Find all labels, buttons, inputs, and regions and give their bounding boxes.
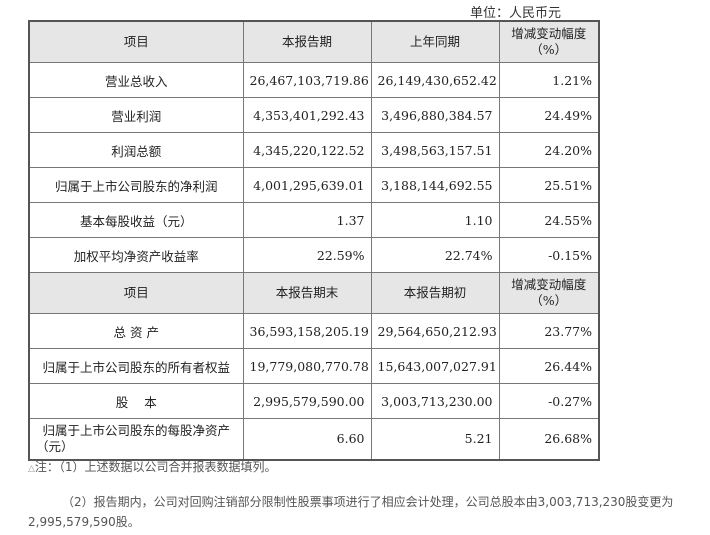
unit-label: 单位：人民币元	[470, 6, 562, 21]
table-row: 营业利润 4,353,401,292.43 3,496,880,384.57 2…	[28, 97, 600, 133]
table-row: 利润总额 4,345,220,122.52 3,498,563,157.51 2…	[28, 132, 600, 168]
header-change-line1: 增减变动幅度	[511, 277, 587, 292]
row-prior: 3,496,880,384.57	[370, 97, 500, 133]
header-item: 项目	[28, 272, 244, 314]
header-period-start: 本报告期初	[370, 272, 500, 314]
row-current: 4,001,295,639.01	[242, 167, 372, 203]
row-label-line1: 归属于上市公司股东的每股净资产	[42, 423, 230, 438]
row-prior: 3,498,563,157.51	[370, 132, 500, 168]
header-change: 增减变动幅度 （%）	[498, 272, 600, 314]
footnote-1-text: 注：（1）上述数据以公司合并报表数据填列。	[34, 460, 277, 474]
table-row: 归属于上市公司股东的所有者权益 19,779,080,770.78 15,643…	[28, 348, 600, 384]
table-row: 归属于上市公司股东的净利润 4,001,295,639.01 3,188,144…	[28, 167, 600, 203]
row-current: 19,779,080,770.78	[242, 348, 372, 384]
table-header-row: 项目 本报告期 上年同期 增减变动幅度 （%）	[28, 20, 600, 63]
row-current: 6.60	[242, 418, 372, 461]
row-prior: 29,564,650,212.93	[370, 313, 500, 349]
row-current: 1.37	[242, 202, 372, 238]
row-label: 股 本	[28, 383, 244, 419]
header-current-period: 本报告期	[242, 20, 372, 63]
footnote-1: △注：（1）上述数据以公司合并报表数据填列。	[28, 458, 277, 475]
triangle-icon: △	[28, 464, 35, 474]
table-row: 基本每股收益（元） 1.37 1.10 24.55%	[28, 202, 600, 238]
row-current: 4,353,401,292.43	[242, 97, 372, 133]
table-header-row: 项目 本报告期末 本报告期初 增减变动幅度 （%）	[28, 272, 600, 314]
header-item: 项目	[28, 20, 244, 63]
row-change: 24.55%	[498, 202, 600, 238]
row-current: 2,995,579,590.00	[242, 383, 372, 419]
footnote-2: （2）报告期内，公司对回购注销部分限制性股票事项进行了相应会计处理，公司总股本由…	[28, 495, 674, 529]
financial-table: 项目 本报告期 上年同期 增减变动幅度 （%） 营业总收入 26,467,103…	[28, 20, 600, 461]
row-change: -0.15%	[498, 237, 600, 273]
header-change-line2: （%）	[530, 42, 568, 57]
row-prior: 22.74%	[370, 237, 500, 273]
row-prior: 1.10	[370, 202, 500, 238]
row-prior: 3,188,144,692.55	[370, 167, 500, 203]
row-label: 总 资 产	[28, 313, 244, 349]
row-change: 1.21%	[498, 62, 600, 98]
row-label: 加权平均净资产收益率	[28, 237, 244, 273]
row-prior: 5.21	[370, 418, 500, 461]
row-label: 营业总收入	[28, 62, 244, 98]
header-prior-period: 上年同期	[370, 20, 500, 63]
row-label: 归属于上市公司股东的每股净资产 （元）	[28, 418, 244, 461]
table-row: 股 本 2,995,579,590.00 3,003,713,230.00 -0…	[28, 383, 600, 419]
row-prior: 26,149,430,652.42	[370, 62, 500, 98]
row-change: 26.68%	[498, 418, 600, 461]
row-label-line2: （元）	[36, 439, 74, 454]
table-row: 营业总收入 26,467,103,719.86 26,149,430,652.4…	[28, 62, 600, 98]
row-current: 26,467,103,719.86	[242, 62, 372, 98]
row-current: 22.59%	[242, 237, 372, 273]
row-change: 26.44%	[498, 348, 600, 384]
table-row: 归属于上市公司股东的每股净资产 （元） 6.60 5.21 26.68%	[28, 418, 600, 461]
row-change: -0.27%	[498, 383, 600, 419]
row-change: 23.77%	[498, 313, 600, 349]
row-current: 4,345,220,122.52	[242, 132, 372, 168]
row-change: 24.20%	[498, 132, 600, 168]
row-label: 归属于上市公司股东的所有者权益	[28, 348, 244, 384]
table-row: 总 资 产 36,593,158,205.19 29,564,650,212.9…	[28, 313, 600, 349]
header-change-line1: 增减变动幅度	[511, 26, 587, 41]
row-label: 归属于上市公司股东的净利润	[28, 167, 244, 203]
header-period-end: 本报告期末	[242, 272, 372, 314]
row-prior: 3,003,713,230.00	[370, 383, 500, 419]
row-label: 利润总额	[28, 132, 244, 168]
row-prior: 15,643,007,027.91	[370, 348, 500, 384]
row-label: 营业利润	[28, 97, 244, 133]
row-change: 25.51%	[498, 167, 600, 203]
row-current: 36,593,158,205.19	[242, 313, 372, 349]
table-row: 加权平均净资产收益率 22.59% 22.74% -0.15%	[28, 237, 600, 273]
row-label: 基本每股收益（元）	[28, 202, 244, 238]
header-change: 增减变动幅度 （%）	[498, 20, 600, 63]
header-change-line2: （%）	[530, 293, 568, 308]
row-change: 24.49%	[498, 97, 600, 133]
